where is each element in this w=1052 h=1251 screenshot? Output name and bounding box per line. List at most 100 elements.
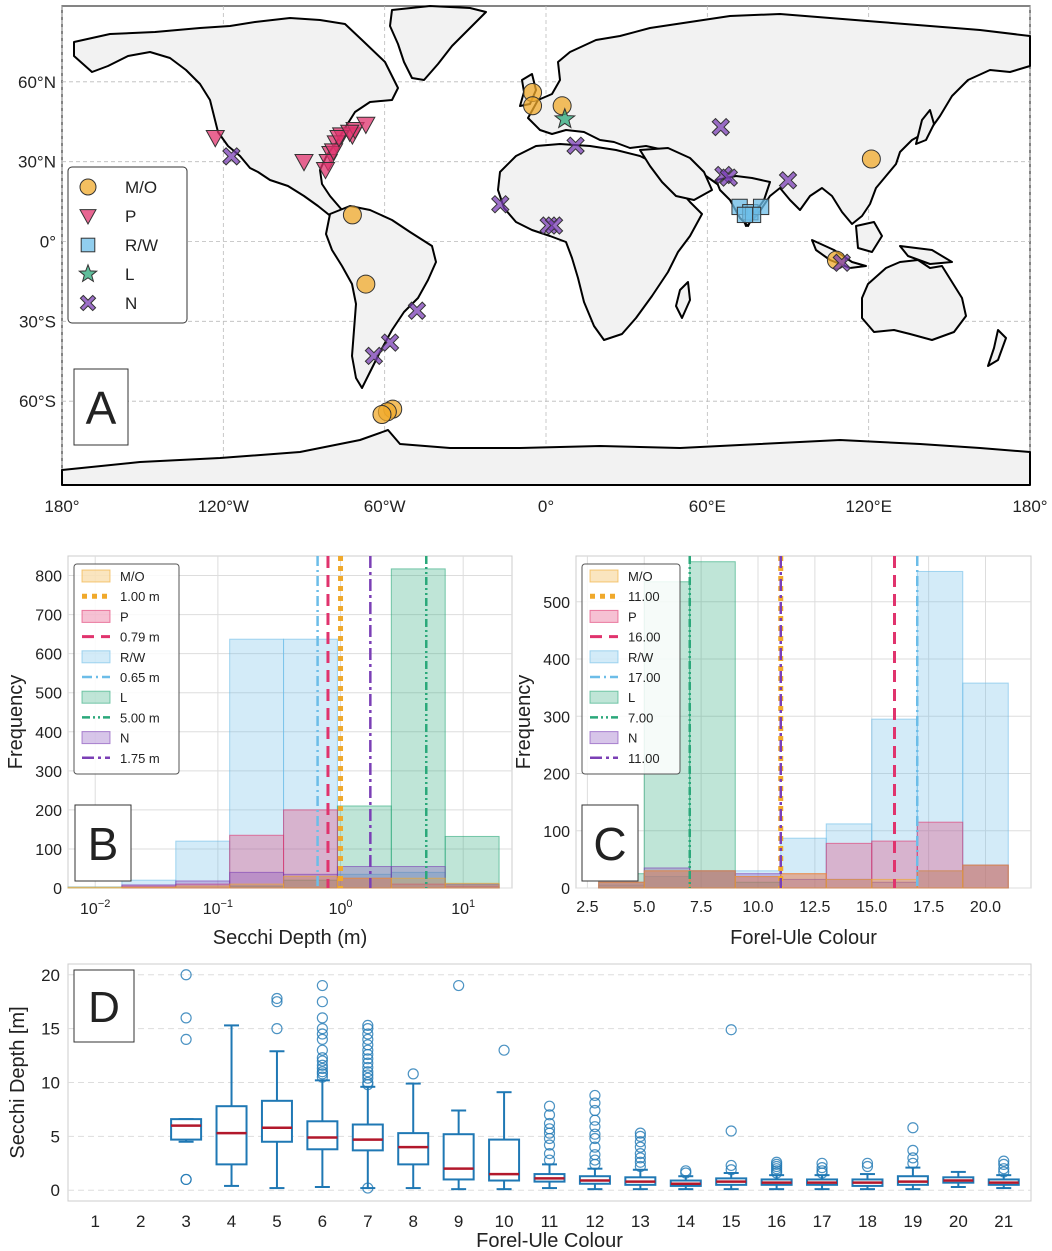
legend-label: 17.00 — [628, 670, 661, 685]
x-axis-label: Forel-Ule Colour — [476, 1230, 623, 1251]
legend-label: 11.00 — [628, 751, 660, 766]
y-tick-label: 15 — [41, 1020, 60, 1039]
map-point-mo — [342, 205, 362, 225]
legend-marker-mo — [79, 178, 97, 196]
x-tick-label: 7.5 — [690, 899, 712, 916]
lon-tick-label: 180° — [44, 497, 79, 516]
map-point-mo — [523, 96, 543, 116]
map-point-n — [364, 346, 384, 366]
y-tick-label: 500 — [35, 686, 62, 703]
y-tick-label: 100 — [543, 824, 570, 841]
box-outlier — [634, 1160, 646, 1173]
box-iqr — [215, 1105, 248, 1166]
box-outlier — [725, 1125, 737, 1137]
legend-label-mo: M/O — [125, 178, 157, 197]
map-panel: 60°N 30°N 0° 30°S 60°S 180° 120°W 60°W 0° 60°E 120… — [18, 5, 1048, 516]
x-axis-label: Secchi Depth (m) — [213, 927, 368, 949]
box-outlier — [362, 1057, 374, 1069]
legend-marker-rw — [80, 237, 96, 253]
box-outlier — [634, 1152, 646, 1164]
hist-bar-mo — [229, 883, 285, 889]
hist-bar-mo — [780, 873, 827, 889]
x-tick-label: 4 — [227, 1212, 236, 1231]
box-iqr — [170, 1118, 203, 1141]
box-outlier — [316, 1059, 328, 1071]
map-point-mo — [372, 404, 392, 424]
y-axis-label: Secchi Depth [m] — [7, 1006, 29, 1158]
legend-label: 5.00 m — [120, 710, 160, 725]
map-point-p — [329, 130, 349, 148]
y-tick-label: 20 — [41, 966, 60, 985]
legend-patch-l — [589, 690, 619, 704]
box-outlier — [725, 1159, 737, 1172]
box-outlier — [316, 1071, 328, 1083]
map-point-p — [315, 161, 336, 180]
box-outlier — [362, 1039, 374, 1051]
legend-marker-n — [79, 294, 97, 312]
x-tick-label: 15 — [722, 1212, 741, 1231]
y-tick-label: 0 — [561, 881, 570, 898]
box-outlier — [680, 1165, 692, 1177]
x-tick-label: 3 — [181, 1212, 190, 1231]
panel-label-c: C — [593, 818, 626, 870]
x-tick-label: 8 — [408, 1212, 417, 1231]
hist-bar-p — [825, 842, 873, 889]
box-outlier — [362, 1066, 374, 1078]
box-outlier — [725, 1164, 737, 1176]
hist-bar-mo — [67, 886, 123, 889]
legend-label: 0.65 m — [120, 670, 160, 685]
map-point-n — [832, 253, 852, 273]
secchi-median-lines — [316, 556, 428, 888]
panel-label-b: B — [88, 818, 119, 870]
box-iqr — [306, 1120, 339, 1151]
hist-bar-l — [390, 568, 446, 889]
legend-patch-l — [81, 690, 111, 704]
forel-ule-median-lines — [688, 556, 919, 888]
legend-label: R/W — [628, 650, 654, 665]
x-tick-label: 17 — [813, 1212, 832, 1231]
legend-label: N — [628, 731, 637, 746]
hist-bar-mo — [689, 870, 736, 889]
box-outlier — [362, 1061, 374, 1074]
legend-label: R/W — [120, 650, 146, 665]
box-outlier — [543, 1147, 556, 1160]
panel-label-a: A — [86, 382, 117, 434]
lon-tick-label: 120°E — [845, 497, 892, 516]
map-axis-ticks: 60°N 30°N 0° 30°S 60°S 180° 120°W 60°W 0° 60°E 120… — [18, 73, 1048, 516]
legend-label: M/O — [628, 569, 653, 584]
legend-patch-mo — [589, 569, 619, 583]
box-outlier — [543, 1123, 556, 1135]
map-point-n — [566, 136, 585, 155]
lon-tick-label: 60°E — [689, 497, 726, 516]
forel-ule-axes: 0 100 200 300 400 500 2.5 5.0 7.5 10.0 12.5 15.0 17.… — [513, 595, 1001, 949]
map-point-n — [222, 147, 241, 166]
x-tick-label: 17.5 — [913, 899, 944, 916]
box-outlier — [362, 1019, 374, 1032]
y-tick-label: 500 — [543, 595, 570, 612]
map-sample-points — [205, 82, 881, 424]
hist-bar-mo — [916, 870, 964, 889]
legend-label-rw: R/W — [125, 236, 158, 255]
box-outlier — [589, 1141, 601, 1153]
land-arabia — [639, 147, 713, 201]
box-outlier — [589, 1154, 601, 1166]
box-outlier — [180, 1033, 192, 1046]
hist-bar-rw — [229, 638, 285, 889]
box-outlier — [316, 1052, 328, 1064]
land-japan — [915, 109, 935, 145]
hist-bar-mo — [336, 877, 392, 889]
hist-bar-l — [444, 835, 500, 889]
box-outlier — [861, 1157, 874, 1169]
legend-box — [73, 563, 180, 775]
box-outlier — [816, 1165, 828, 1177]
box-iqr — [397, 1132, 430, 1166]
x-tick-label: 5 — [272, 1212, 281, 1231]
map-point-p — [339, 124, 360, 143]
x-tick-label: 7 — [363, 1212, 372, 1231]
box-outlier — [634, 1147, 646, 1160]
y-tick-label: 400 — [543, 652, 570, 669]
x-tick-label: 16 — [767, 1212, 786, 1231]
map-point-n — [778, 171, 798, 190]
box-outlier — [316, 1023, 328, 1035]
